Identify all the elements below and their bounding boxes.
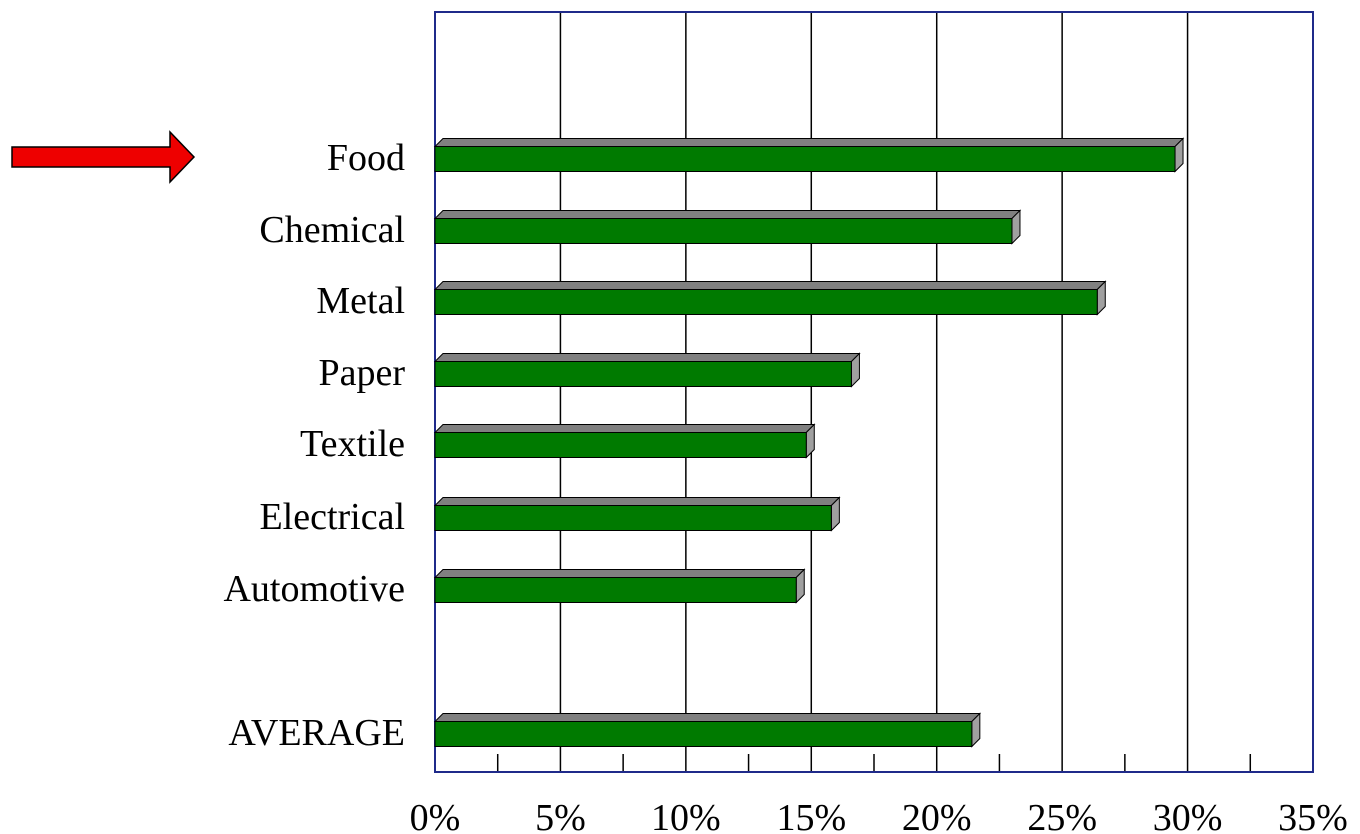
x-tick-label-0: 0% <box>410 797 461 834</box>
category-label-chemical: Chemical <box>259 209 405 251</box>
bar-top-metal <box>433 281 1107 290</box>
x-tick-label-35: 35% <box>1278 797 1348 834</box>
highlight-arrow-icon <box>11 130 196 184</box>
category-label-textile: Textile <box>300 423 405 465</box>
category-label-food: Food <box>327 137 405 179</box>
bar-electrical <box>434 505 832 531</box>
bar-paper <box>434 361 852 387</box>
bar-food <box>434 146 1176 172</box>
x-tick-label-30: 30% <box>1153 797 1223 834</box>
x-tick-label-10: 10% <box>651 797 721 834</box>
category-labels: Food Chemical Metal Paper Textile Electrical A… <box>223 137 405 754</box>
bar-top-food <box>433 138 1185 147</box>
plot-frame <box>434 11 1314 773</box>
x-tick-label-5: 5% <box>535 797 586 834</box>
bar-textile <box>434 432 807 458</box>
x-tick-labels: 0% 5% 10% 15% 20% 25% 30% 35% <box>410 797 1348 834</box>
bar-top-textile <box>433 424 816 433</box>
x-tick-label-15: 15% <box>776 797 846 834</box>
bar-average <box>434 721 973 747</box>
x-tick-label-20: 20% <box>902 797 972 834</box>
bar-top-automotive <box>433 569 806 578</box>
grid-lines <box>559 12 1189 772</box>
bar-metal <box>434 289 1098 315</box>
minor-ticks <box>496 754 1252 772</box>
bar-chemical <box>434 218 1013 244</box>
bar-top-electrical <box>433 497 841 506</box>
bar-automotive <box>434 577 797 603</box>
bar-top-average <box>433 713 982 722</box>
category-label-automotive: Automotive <box>223 568 405 610</box>
bars <box>433 137 1185 748</box>
category-label-average: AVERAGE <box>228 712 405 754</box>
category-label-paper: Paper <box>318 352 405 394</box>
category-label-electrical: Electrical <box>259 496 405 538</box>
x-tick-label-25: 25% <box>1027 797 1097 834</box>
bar-top-chemical <box>433 210 1022 219</box>
bar-top-paper <box>433 353 861 362</box>
category-label-metal: Metal <box>316 280 405 322</box>
